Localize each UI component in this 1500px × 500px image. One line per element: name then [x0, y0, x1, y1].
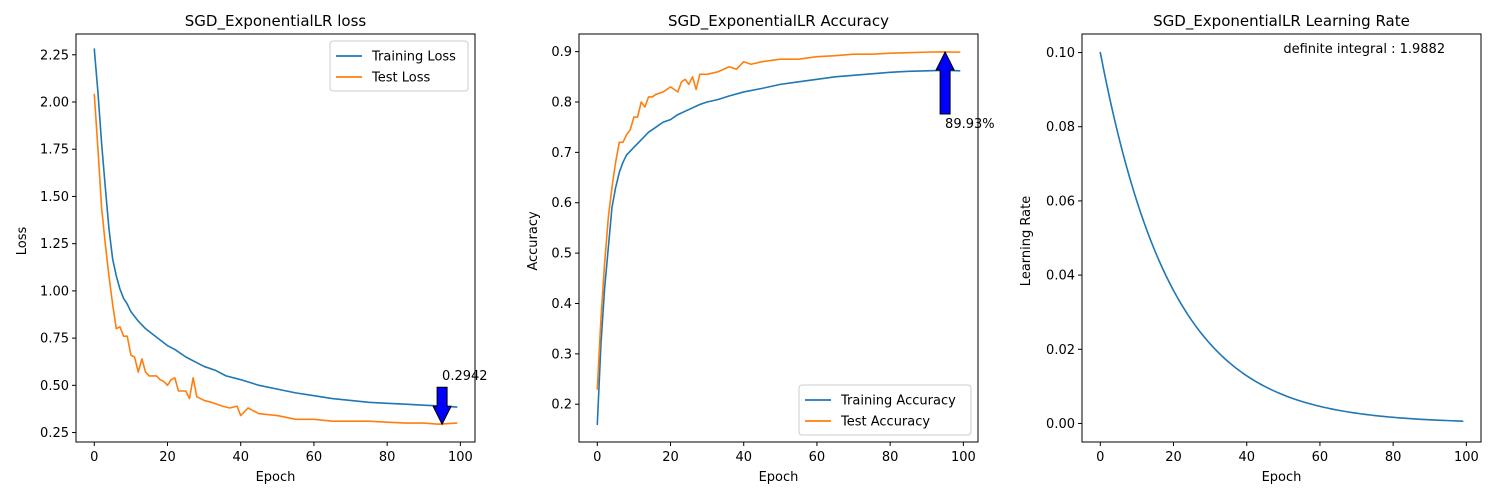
legend-entry: Test Loss [371, 71, 430, 86]
y-tick-label: 0.7 [551, 146, 572, 161]
x-tick-label: 60 [809, 450, 826, 465]
loss-chart: SGD_ExponentialLR loss Epoch Loss 0 20 40 6… [15, 12, 488, 485]
y-tick-label: 0.10 [1046, 46, 1075, 61]
y-tick-label: 0.04 [1046, 269, 1075, 284]
legend-entry: Training Loss [371, 50, 456, 65]
x-tick-label: 100 [951, 450, 976, 465]
series-line-1 [596, 69, 961, 426]
y-tick-label: 0.25 [40, 426, 69, 441]
y-tick-label: 2.00 [40, 96, 69, 111]
annotation-arrow [432, 386, 452, 426]
y-tick-label: 0.6 [551, 196, 572, 211]
x-tick-label: 100 [448, 450, 473, 465]
legend-box [798, 384, 972, 436]
series-line-2 [596, 51, 961, 390]
y-tick-label: 0.02 [1046, 343, 1075, 358]
x-tick-label: 60 [306, 450, 323, 465]
y-axis-label: Accuracy [526, 211, 541, 271]
series-line-2 [93, 93, 458, 426]
x-tick-label: 80 [379, 450, 396, 465]
x-axis-label: Epoch [256, 470, 296, 485]
learning-rate-chart: SGD_ExponentialLR Learning Rate Epoch Le… [1019, 12, 1482, 485]
x-tick-label: 20 [159, 450, 176, 465]
y-tick-label: 0.5 [551, 247, 572, 262]
y-axis-label: Loss [15, 227, 30, 256]
series-line-1 [93, 48, 458, 408]
y-tick-label: 1.50 [40, 190, 69, 205]
y-tick-label: 0.50 [40, 379, 69, 394]
x-tick-label: 40 [232, 450, 249, 465]
x-tick-label: 60 [1312, 450, 1329, 465]
legend: Training Loss Test Loss [329, 40, 469, 92]
y-tick-label: 0.3 [551, 347, 572, 362]
axes-frame [75, 33, 476, 443]
x-tick-label: 80 [1385, 450, 1402, 465]
y-tick-label: 0.08 [1046, 120, 1075, 135]
y-tick-label: 0.06 [1046, 194, 1075, 209]
series-line-1 [1099, 51, 1464, 422]
chart-title: SGD_ExponentialLR loss [185, 12, 367, 31]
y-tick-label: 2.25 [40, 48, 69, 63]
x-tick-label: 20 [662, 450, 679, 465]
chart-title: SGD_ExponentialLR Learning Rate [1153, 12, 1410, 31]
y-tick-label: 1.25 [40, 237, 69, 252]
annotation-label: 89.93% [945, 117, 995, 132]
y-tick-label: 1.00 [40, 284, 69, 299]
legend: Training Accuracy Test Accuracy [798, 384, 972, 436]
x-tick-label: 0 [90, 450, 98, 465]
y-tick-label: 1.75 [40, 143, 69, 158]
axes-frame [1081, 33, 1482, 443]
y-tick-label: 0.75 [40, 332, 69, 347]
annotation-arrow [935, 50, 955, 115]
y-axis-label: Learning Rate [1019, 196, 1034, 286]
x-tick-label: 40 [735, 450, 752, 465]
x-tick-label: 20 [1165, 450, 1182, 465]
x-axis-label: Epoch [1262, 470, 1302, 485]
x-axis-label: Epoch [759, 470, 799, 485]
x-tick-label: 40 [1238, 450, 1255, 465]
y-tick-label: 0.4 [551, 297, 572, 312]
accuracy-chart: SGD_ExponentialLR Accuracy Epoch Accurac… [526, 12, 995, 485]
y-tick-label: 0.9 [551, 45, 572, 60]
annotation-label: 0.2942 [442, 369, 488, 384]
legend-box [329, 40, 469, 92]
x-tick-label: 0 [1096, 450, 1104, 465]
axes-frame [578, 33, 979, 443]
chart-title: SGD_ExponentialLR Accuracy [668, 12, 889, 31]
y-tick-label: 0.8 [551, 96, 572, 111]
y-tick-label: 0.2 [551, 398, 572, 413]
definite-integral-label: definite integral : 1.9882 [1283, 42, 1445, 57]
y-tick-label: 0.00 [1046, 417, 1075, 432]
legend-entry: Training Accuracy [840, 394, 956, 409]
x-tick-label: 0 [593, 450, 601, 465]
x-tick-label: 100 [1454, 450, 1479, 465]
x-tick-label: 80 [882, 450, 899, 465]
legend-entry: Test Accuracy [840, 415, 930, 430]
